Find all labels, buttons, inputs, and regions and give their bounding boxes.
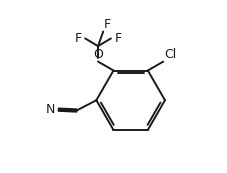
- Text: N: N: [46, 103, 55, 116]
- Text: F: F: [114, 32, 121, 45]
- Text: O: O: [93, 48, 103, 61]
- Text: F: F: [75, 32, 82, 45]
- Text: F: F: [104, 18, 111, 31]
- Text: Cl: Cl: [164, 48, 176, 61]
